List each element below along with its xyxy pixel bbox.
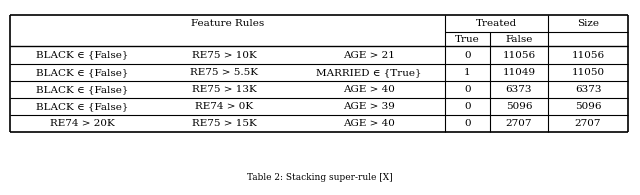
Text: 6373: 6373 [506, 85, 532, 94]
Text: RE75 > 10K: RE75 > 10K [191, 51, 257, 59]
Text: 11056: 11056 [502, 51, 536, 59]
Text: Treated: Treated [476, 19, 517, 28]
Text: 6373: 6373 [575, 85, 601, 94]
Text: Table 2: Stacking super-rule [X]: Table 2: Stacking super-rule [X] [247, 174, 393, 183]
Text: 2707: 2707 [575, 119, 601, 128]
Text: RE75 > 5.5K: RE75 > 5.5K [190, 68, 258, 77]
Text: RE75 > 15K: RE75 > 15K [191, 119, 257, 128]
Text: BLACK ∈ {False}: BLACK ∈ {False} [36, 51, 129, 59]
Text: 0: 0 [464, 119, 471, 128]
Text: 0: 0 [464, 102, 471, 111]
Text: True: True [455, 35, 480, 43]
Text: MARRIED ∈ {True}: MARRIED ∈ {True} [316, 68, 422, 77]
Text: AGE > 40: AGE > 40 [343, 119, 395, 128]
Text: AGE > 21: AGE > 21 [343, 51, 395, 59]
Text: AGE > 39: AGE > 39 [343, 102, 395, 111]
Text: Feature Rules: Feature Rules [191, 19, 264, 28]
Text: RE75 > 13K: RE75 > 13K [191, 85, 257, 94]
Text: RE74 > 0K: RE74 > 0K [195, 102, 253, 111]
Text: 5096: 5096 [506, 102, 532, 111]
Text: 0: 0 [464, 51, 471, 59]
Text: Size: Size [577, 19, 599, 28]
Text: 5096: 5096 [575, 102, 601, 111]
Text: False: False [506, 35, 532, 43]
Text: BLACK ∈ {False}: BLACK ∈ {False} [36, 68, 129, 77]
Text: 0: 0 [464, 85, 471, 94]
Text: 1: 1 [464, 68, 471, 77]
Text: 2707: 2707 [506, 119, 532, 128]
Text: BLACK ∈ {False}: BLACK ∈ {False} [36, 102, 129, 111]
Text: 11049: 11049 [502, 68, 536, 77]
Text: RE74 > 20K: RE74 > 20K [50, 119, 115, 128]
Text: BLACK ∈ {False}: BLACK ∈ {False} [36, 85, 129, 94]
Text: 11056: 11056 [572, 51, 605, 59]
Text: AGE > 40: AGE > 40 [343, 85, 395, 94]
Text: 11050: 11050 [572, 68, 605, 77]
